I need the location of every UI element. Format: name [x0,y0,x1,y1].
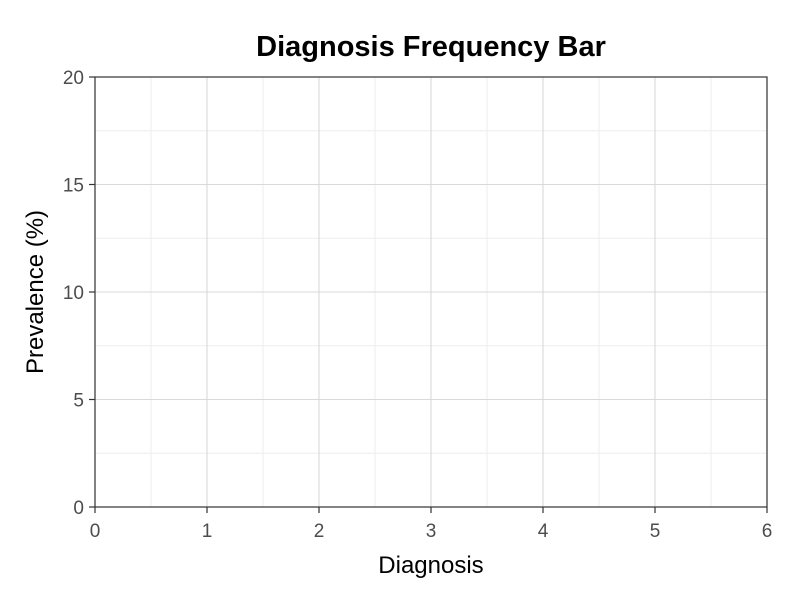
x-tick-label: 2 [314,521,325,542]
y-tick-label: 10 [63,283,84,304]
x-tick-label: 6 [762,521,773,542]
plot-area [94,76,768,508]
x-tick-label: 1 [202,521,213,542]
y-tick-label: 5 [73,391,84,412]
x-axis-title: Diagnosis [378,552,483,579]
chart-title: Diagnosis Frequency Bar [256,31,606,63]
x-tick-label: 3 [426,521,437,542]
y-tick-label: 0 [73,498,84,519]
x-tick-label: 4 [538,521,549,542]
y-axis-title: Prevalence (%) [22,210,49,374]
x-axis: 0 1 2 3 4 5 6 [90,507,773,542]
y-axis: 0 5 10 15 20 [63,68,95,519]
y-tick-label: 15 [63,176,84,197]
x-tick-label: 5 [650,521,661,542]
y-tick-label: 20 [63,68,84,89]
x-tick-label: 0 [90,521,101,542]
